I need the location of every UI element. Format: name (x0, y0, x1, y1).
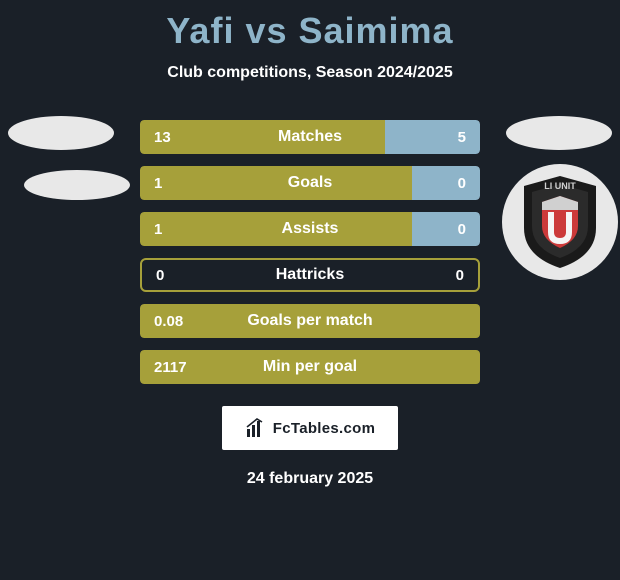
page-title: Yafi vs Saimima (0, 0, 620, 52)
stat-value-left: 0 (156, 267, 164, 284)
stats-area: LI UNIT 13Matches5 1Goals0 1Assists0 0Hattr… (10, 120, 610, 384)
stat-row: 2117Min per goal (140, 350, 480, 384)
stat-row: 1Goals0 (140, 166, 480, 200)
bar-right-segment (385, 120, 480, 154)
stat-row: 13Matches5 (140, 120, 480, 154)
bar-left-segment (140, 120, 385, 154)
footer-brand-badge: FcTables.com (222, 406, 398, 450)
avatar-right-top (506, 116, 612, 150)
stat-row: 1Assists0 (140, 212, 480, 246)
stat-label: Hattricks (142, 266, 478, 284)
bar-right-segment (412, 166, 480, 200)
footer-date: 24 february 2025 (0, 470, 620, 488)
bar-right-segment (412, 212, 480, 246)
bar-left-segment (140, 212, 412, 246)
stat-bars: 13Matches5 1Goals0 1Assists0 0Hattricks0 0.0… (140, 120, 480, 384)
avatar-left-bottom (24, 170, 130, 200)
avatar-left-top (8, 116, 114, 150)
footer-brand-text: FcTables.com (273, 420, 376, 437)
bar-left-segment (140, 304, 480, 338)
shield-icon: LI UNIT (520, 174, 600, 270)
stat-row: 0.08Goals per match (140, 304, 480, 338)
team-badge-right: LI UNIT (502, 164, 618, 280)
stat-value-right: 0 (456, 267, 464, 284)
stat-row: 0Hattricks0 (140, 258, 480, 292)
bar-left-segment (140, 166, 412, 200)
bar-left-segment (140, 350, 480, 384)
chart-icon (245, 417, 267, 439)
badge-text: LI UNIT (544, 181, 576, 191)
subtitle: Club competitions, Season 2024/2025 (0, 64, 620, 82)
